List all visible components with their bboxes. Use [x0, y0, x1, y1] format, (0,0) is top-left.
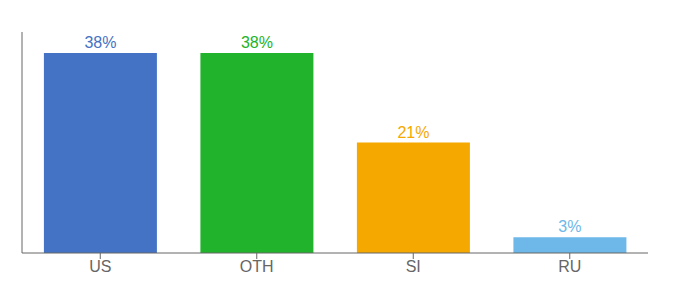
- svg-text:US: US: [89, 258, 111, 275]
- svg-text:38%: 38%: [84, 34, 116, 51]
- svg-text:3%: 3%: [558, 218, 581, 235]
- svg-text:SI: SI: [406, 258, 421, 275]
- svg-text:38%: 38%: [241, 34, 273, 51]
- svg-text:21%: 21%: [397, 124, 429, 141]
- svg-text:RU: RU: [558, 258, 581, 275]
- svg-text:OTH: OTH: [240, 258, 274, 275]
